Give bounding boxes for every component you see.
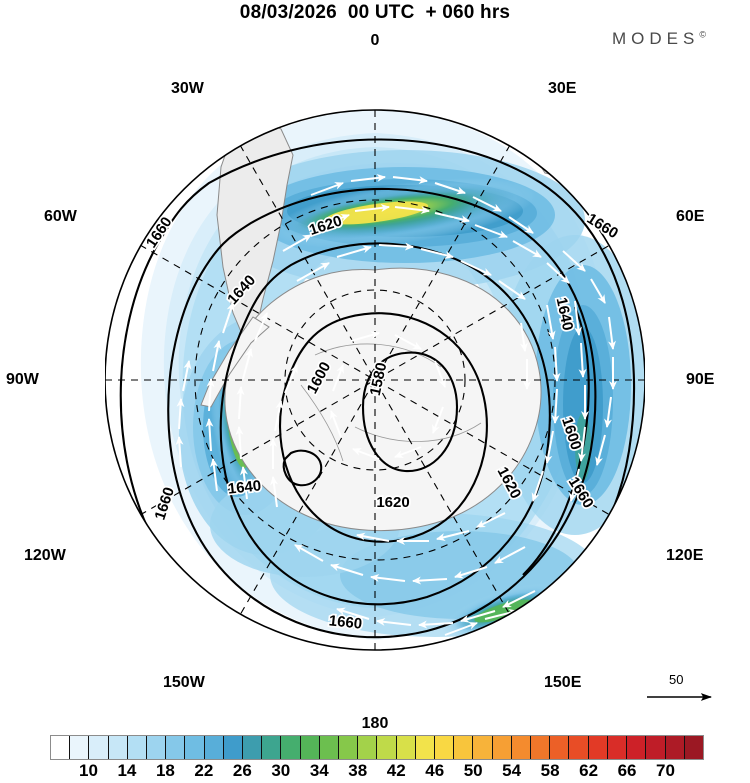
colorbar-cell — [358, 736, 378, 759]
colorbar-cell — [665, 736, 685, 759]
colorbar-tick: 10 — [79, 761, 98, 780]
colorbar-tick: 70 — [656, 761, 675, 780]
colorbar-cell — [166, 736, 186, 759]
colorbar-ticklabels: 10 14 18 22 26 30 34 38 42 46 50 54 58 62 66 70 — [50, 761, 704, 783]
colorbar-cell — [531, 736, 551, 759]
polar-map[interactable]: 1580 1600 1600 1620 1620 1620 1640 1640 … — [105, 55, 645, 665]
colorbar-cell — [550, 736, 570, 759]
colorbar-cell — [70, 736, 90, 759]
colorbar-cell — [243, 736, 263, 759]
colorbar-tick: 50 — [463, 761, 483, 780]
colorbar-cell — [684, 736, 703, 759]
colorbar-tick: 22 — [194, 761, 214, 780]
colorbar-cell — [89, 736, 109, 759]
wind-scale-value: 50 — [669, 672, 684, 687]
south-pole-marker — [371, 376, 379, 384]
colorbar-tick: 54 — [502, 761, 522, 780]
colorbar-cell — [262, 736, 282, 759]
colorbar-cell — [569, 736, 589, 759]
colorbar-cell — [415, 736, 436, 759]
colorbar-cell — [588, 736, 608, 759]
colorbar-tick: 26 — [232, 761, 252, 780]
lon-label-180: 180 — [361, 715, 389, 732]
colorbar-tick: 66 — [617, 761, 637, 780]
colorbar-cell — [377, 736, 397, 759]
colorbar-tick: 58 — [540, 761, 560, 780]
colorbar-cell — [627, 736, 647, 759]
modes-logo-text: MODES — [612, 29, 700, 48]
lon-label-150w: 150W — [163, 674, 205, 691]
colorbar-cell — [435, 736, 455, 759]
colorbar-cell — [300, 736, 320, 759]
svg-text:1660: 1660 — [328, 612, 363, 632]
modes-logo: MODES© — [612, 29, 742, 53]
lon-label-90e: 90E — [686, 371, 715, 388]
copyright-icon: © — [699, 29, 706, 40]
globe-outline — [105, 109, 645, 651]
colorbar-cell — [646, 736, 666, 759]
colorbar-cell — [281, 736, 301, 759]
lon-label-120e: 120E — [666, 547, 704, 564]
colorbar-tick: 38 — [348, 761, 368, 780]
colorbar-cell — [454, 736, 474, 759]
map-canvas[interactable]: 1580 1600 1600 1620 1620 1620 1640 1640 … — [105, 55, 645, 665]
arrow-right-icon — [647, 693, 713, 701]
lon-label-30e: 30E — [548, 80, 577, 97]
colorbar-tick: 14 — [117, 761, 137, 780]
colorbar-cell — [319, 736, 340, 759]
lon-label-60e: 60E — [676, 208, 705, 225]
colorbar-tick: 46 — [425, 761, 445, 780]
colorbar-cell — [492, 736, 512, 759]
page-title: 08/03/2026 00 UTC + 060 hrs — [239, 2, 511, 23]
lon-label-90w: 90W — [6, 371, 39, 388]
colorbar-tick: 18 — [155, 761, 175, 780]
lon-label-0: 0 — [370, 32, 380, 49]
colorbar-cell — [51, 736, 71, 759]
wind-scale-legend: 50 — [645, 672, 740, 712]
colorbar-cell — [108, 736, 128, 759]
colorbar-cell — [127, 736, 148, 759]
colorbar-tick: 42 — [386, 761, 406, 780]
colorbar-tick: 30 — [271, 761, 291, 780]
colorbar-cell — [511, 736, 532, 759]
colorbar-tick: 34 — [309, 761, 329, 780]
colorbar-cell — [185, 736, 205, 759]
colorbar-cell — [473, 736, 493, 759]
colorbar: 10 14 18 22 26 30 34 38 42 46 50 54 58 62 66 70 — [50, 735, 704, 780]
colorbar-swatches — [50, 735, 704, 760]
colorbar-cell — [339, 736, 359, 759]
colorbar-tick: 62 — [579, 761, 599, 780]
colorbar-cell — [607, 736, 628, 759]
colorbar-cell — [223, 736, 244, 759]
colorbar-cell — [147, 736, 167, 759]
lon-label-150e: 150E — [544, 674, 582, 691]
svg-text:1620: 1620 — [376, 494, 409, 511]
lon-label-60w: 60W — [44, 208, 77, 225]
lon-label-120w: 120W — [24, 547, 66, 564]
colorbar-cell — [396, 736, 416, 759]
svg-text:1640: 1640 — [227, 477, 262, 497]
colorbar-cell — [204, 736, 224, 759]
lon-label-30w: 30W — [171, 80, 204, 97]
